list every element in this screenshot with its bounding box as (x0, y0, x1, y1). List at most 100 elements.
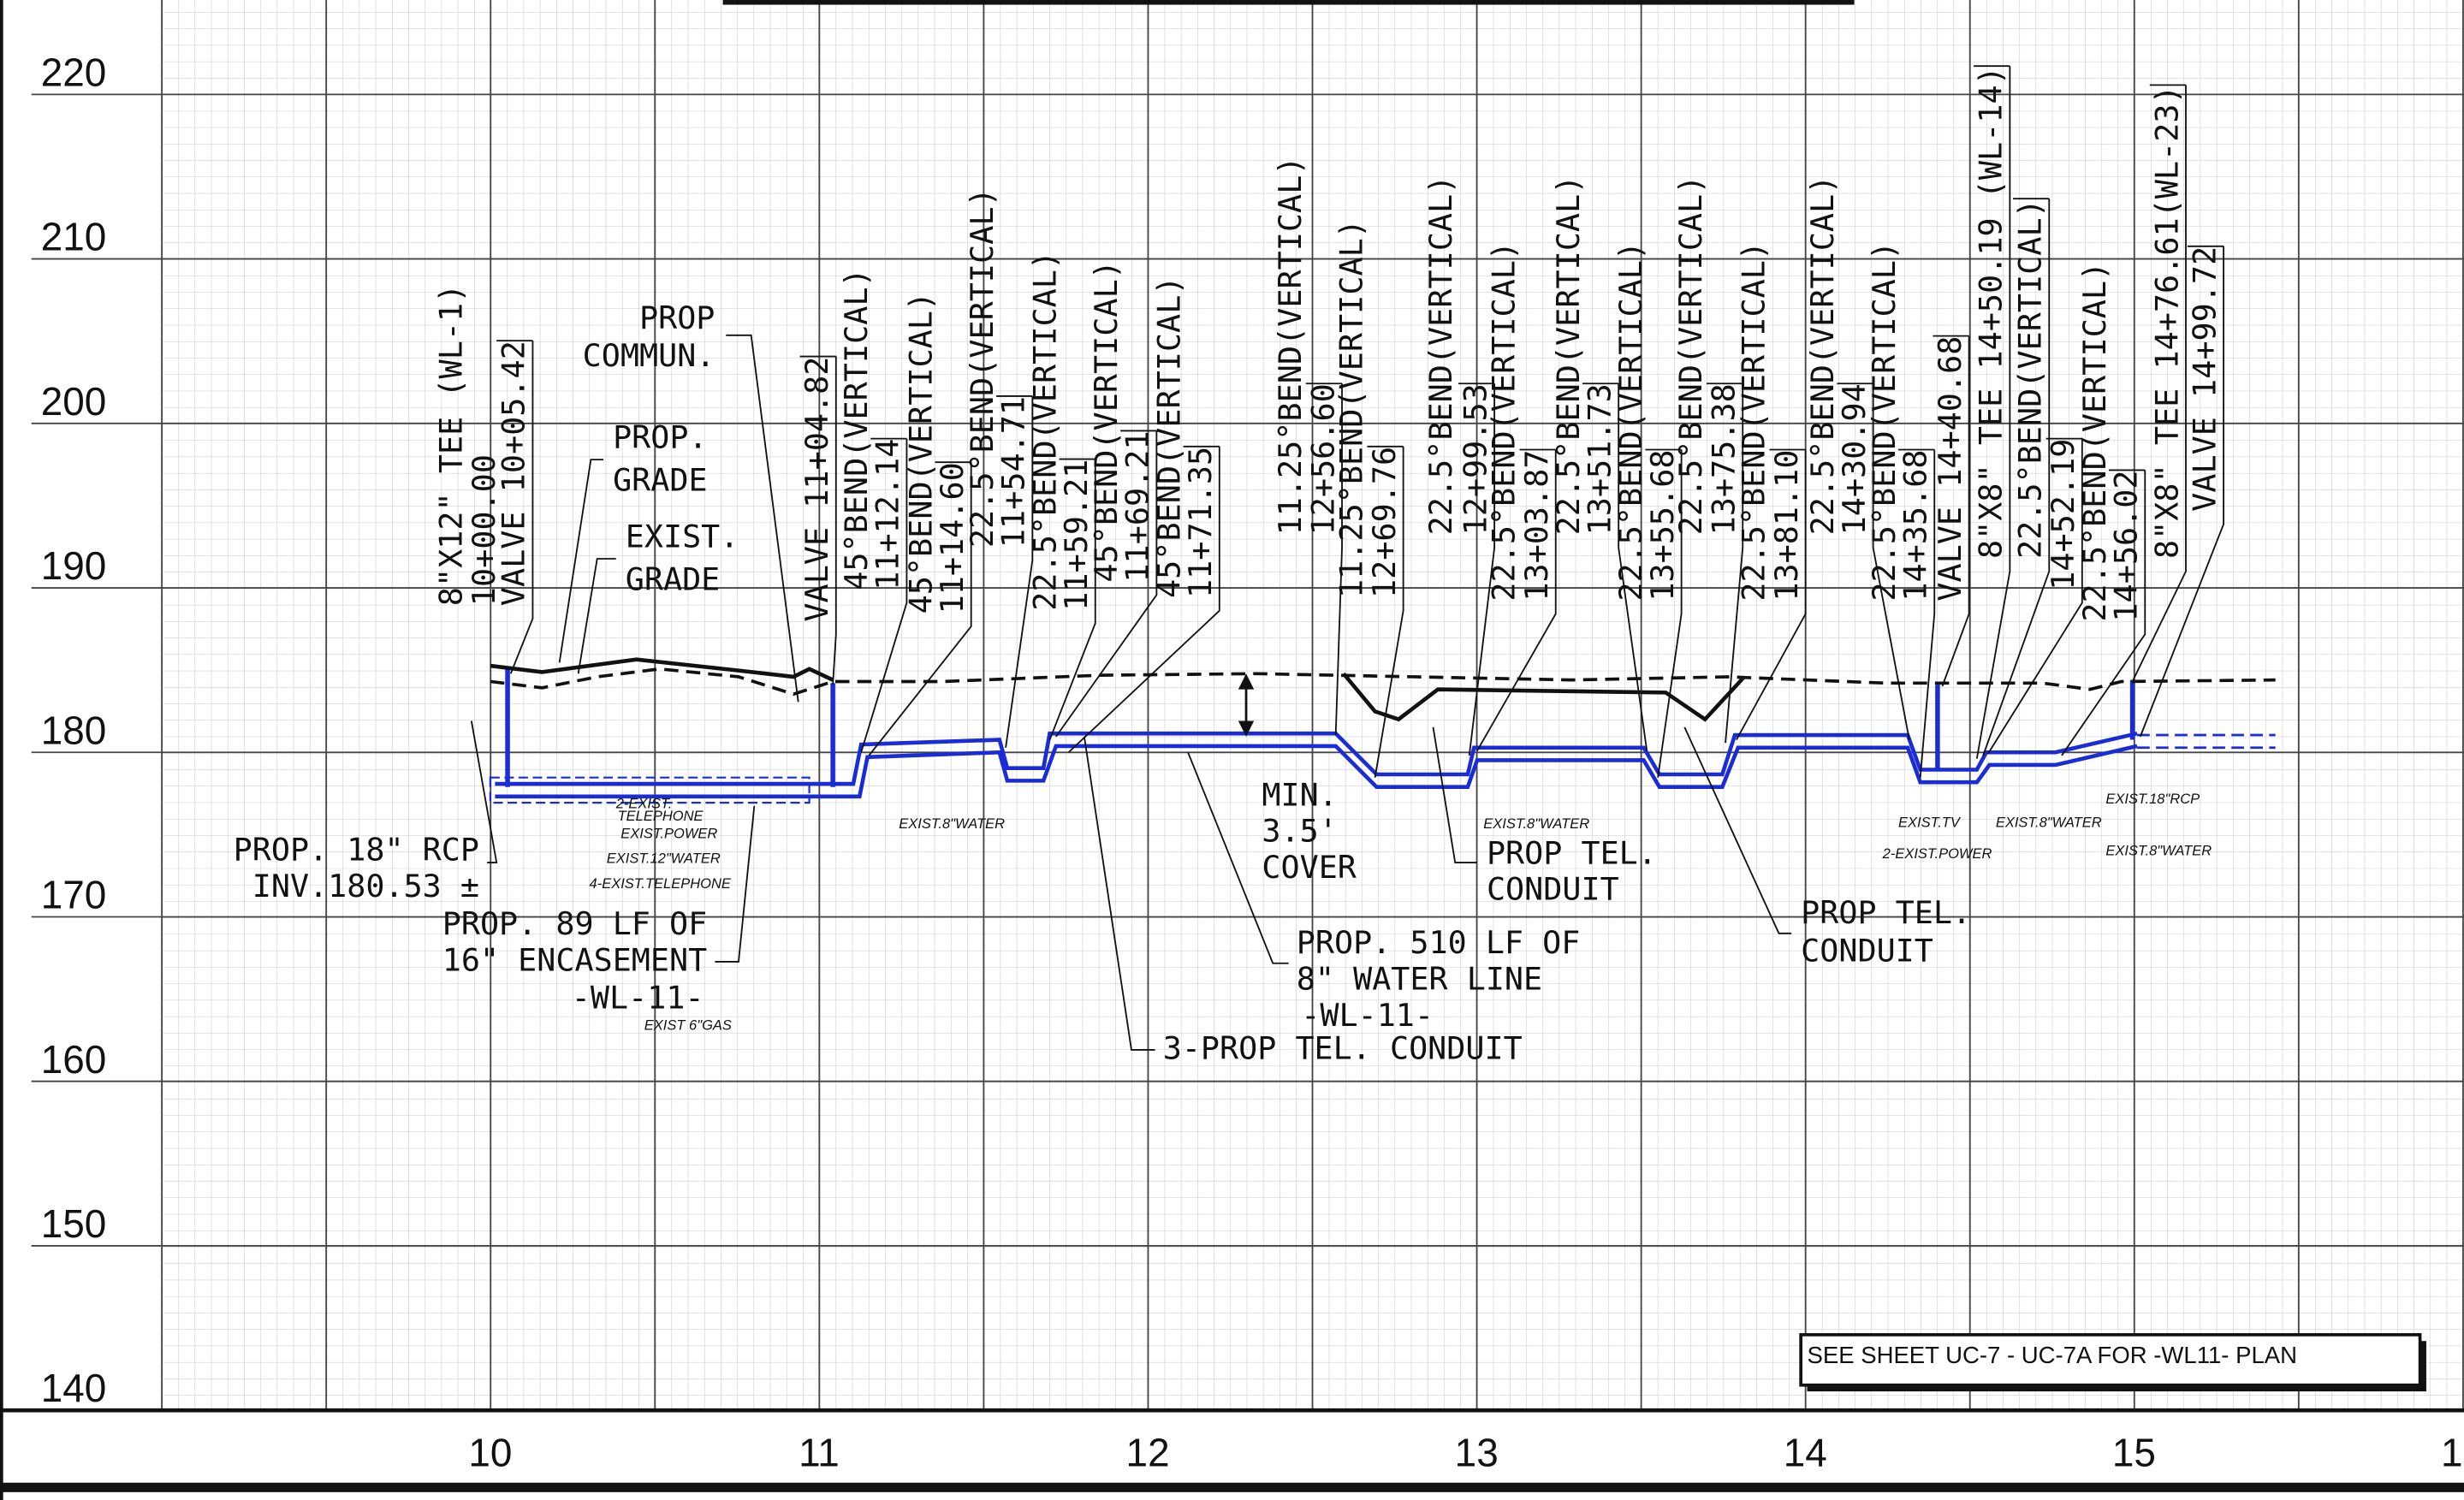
callout-text: CONDUIT (1487, 871, 1619, 908)
station-callout: 22.5°BEND(VERTICAL) (964, 187, 1000, 548)
elevation-label: 140 (41, 1366, 107, 1410)
station-callout: 11+71.35 (1182, 447, 1219, 598)
utility-label: EXIST.8"WATER (1996, 814, 2102, 830)
station-callout: 8"X8" TEE 14+50.19 (WL-14) (1973, 66, 2010, 559)
station-callout: 14+56.02 (2108, 470, 2145, 621)
leader (577, 558, 616, 674)
note-box (1799, 1333, 2422, 1387)
station-callout: 11.25°BEND(VERTICAL) (1272, 156, 1309, 535)
utility-label: EXIST.POWER (620, 825, 717, 841)
leader (1736, 449, 1807, 740)
station-callout: 14+30.94 (1836, 383, 1873, 535)
elevation-label: 160 (41, 1037, 107, 1082)
leader (1187, 751, 1289, 964)
elevation-label: 170 (41, 873, 107, 917)
leader (726, 334, 799, 703)
leader (1941, 335, 1970, 687)
station-callout: 13+55.68 (1644, 449, 1681, 601)
leader (1982, 199, 2051, 756)
utility-label: TELEPHONE (618, 808, 704, 824)
utility-label: EXIST.8"WATER (899, 815, 1005, 832)
leader (1986, 438, 2083, 755)
callout-text: PROP (639, 299, 715, 336)
leader (1468, 383, 1496, 756)
leader (1919, 449, 1936, 778)
station-callout: 13+75.38 (1706, 383, 1743, 535)
elevation-label: 200 (41, 379, 107, 424)
callout-text: PROP. 510 LF OF (1297, 924, 1581, 961)
station-callout: 22.5°BEND(VERTICAL) (1672, 175, 1709, 536)
utility-label: EXIST.12"WATER (607, 851, 721, 867)
callout-text: 8" WATER LINE (1297, 960, 1542, 997)
station-callout: 22.5°BEND(VERTICAL) (1735, 241, 1772, 602)
station-callout: VALVE 10+05.42 (496, 341, 532, 606)
leader (860, 438, 908, 753)
station-callout: 11+59.21 (1058, 459, 1095, 611)
leader (715, 805, 756, 963)
callout-text: PROP. 18" RCP (234, 832, 479, 869)
station-callout: 13+03.87 (1518, 449, 1555, 601)
leader (509, 341, 534, 674)
station-callout: 12+99.53 (1457, 383, 1493, 535)
proposed-grade (490, 657, 834, 682)
station-callout: 11+14.60 (934, 462, 971, 614)
utility-label: EXIST 6"GAS (644, 1017, 732, 1034)
station-callout: 45°BEND(VERTICAL) (838, 268, 875, 590)
station-label: 16 (2441, 1431, 2464, 1475)
station-label: 15 (2112, 1431, 2156, 1475)
leader (1432, 726, 1477, 863)
callout-text: EXIST. (626, 519, 739, 555)
callout-text: PROP. (613, 419, 708, 456)
callout-text: 3.5' (1262, 813, 1337, 850)
callout-text: -WL-11- (1301, 997, 1434, 1034)
station-callout: 22.5°BEND(VERTICAL) (1866, 241, 1903, 602)
leader (1048, 459, 1096, 740)
title-bar-edge (722, 0, 1855, 5)
station-callout: VALVE 11+04.82 (799, 357, 835, 622)
encasement (489, 776, 810, 804)
bottom-border (0, 1482, 2464, 1492)
callout-text: CONDUIT (1801, 932, 1933, 969)
station-callout: 45°BEND(VERTICAL) (1088, 260, 1125, 582)
callout-text: COMMUN. (583, 337, 715, 374)
water-line-bottom (495, 744, 2138, 799)
station-callout: 14+52.19 (2045, 439, 2081, 590)
utility-label: EXIST.18"RCP (2105, 791, 2200, 807)
utility-label: 2-EXIST. (615, 795, 672, 811)
leader (1083, 736, 1155, 1051)
leader (1725, 383, 1744, 744)
water-line-top (495, 731, 2138, 786)
callout-text: COVER (1262, 849, 1357, 886)
leader (2131, 85, 2187, 682)
elevation-label: 210 (41, 215, 107, 259)
leader (1872, 383, 1910, 740)
station-callout: 12+56.60 (1304, 383, 1341, 535)
callout-text: 16" ENCASEMENT (442, 941, 707, 978)
callout-text: 3-PROP TEL. CONDUIT (1163, 1029, 1523, 1066)
callout-text: INV.180.53 ± (252, 868, 479, 904)
leader (1618, 383, 1648, 751)
utility-label: EXIST.8"WATER (2105, 842, 2212, 858)
elevation-label: 190 (41, 543, 107, 588)
station-callout: 8"X8" TEE 14+76.61(WL-23) (2148, 85, 2185, 559)
station-callout: 11+12.14 (870, 439, 906, 590)
station-label: 12 (1126, 1431, 1170, 1475)
elevation-label: 220 (41, 50, 107, 94)
station-callout: 22.5°BEND(VERTICAL) (2012, 199, 2049, 559)
callout-text: -WL-11- (572, 980, 704, 1017)
leader (2139, 246, 2224, 738)
station-callout: 8"X12" TEE (WL-1) (432, 284, 469, 606)
station-label: 14 (1784, 1431, 1827, 1475)
callout-text: PROP TEL. (1801, 894, 1971, 931)
station-callout: 22.5°BEND(VERTICAL) (1486, 241, 1523, 602)
station-callout: 13+81.10 (1768, 449, 1805, 601)
note: SEE SHEET UC-7 - UC-7A FOR -WL11- PLAN (1808, 1342, 2297, 1368)
station-callout: 13+51.73 (1582, 383, 1618, 535)
station-callout: 14+35.68 (1897, 449, 1934, 601)
leader (1975, 66, 2011, 759)
station-callout: 10+00.00 (466, 454, 502, 606)
leader (1334, 383, 1343, 736)
station-label: 11 (799, 1431, 840, 1475)
